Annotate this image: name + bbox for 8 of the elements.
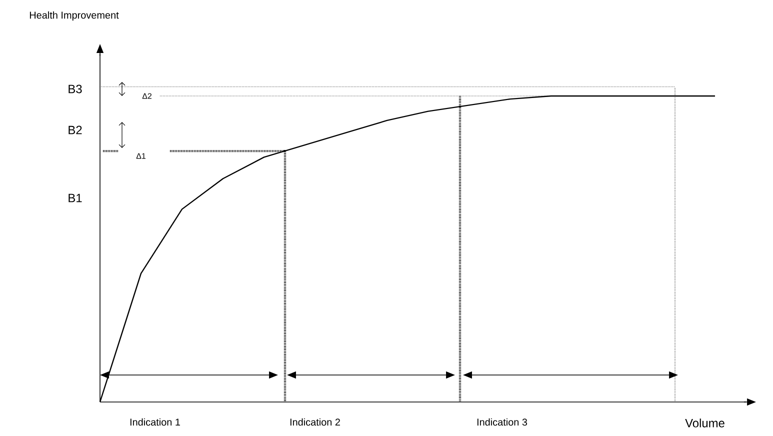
text: Health Improvement bbox=[30, 11, 119, 21]
text: B2 bbox=[68, 126, 82, 134]
text: B3 bbox=[68, 84, 82, 94]
text: Indication 1 bbox=[130, 418, 180, 426]
text: B1 bbox=[68, 194, 82, 202]
text: Indication 2 bbox=[290, 418, 340, 426]
x-axis-title: Volume bbox=[685, 418, 724, 428]
text: Indication 3 bbox=[477, 418, 528, 426]
